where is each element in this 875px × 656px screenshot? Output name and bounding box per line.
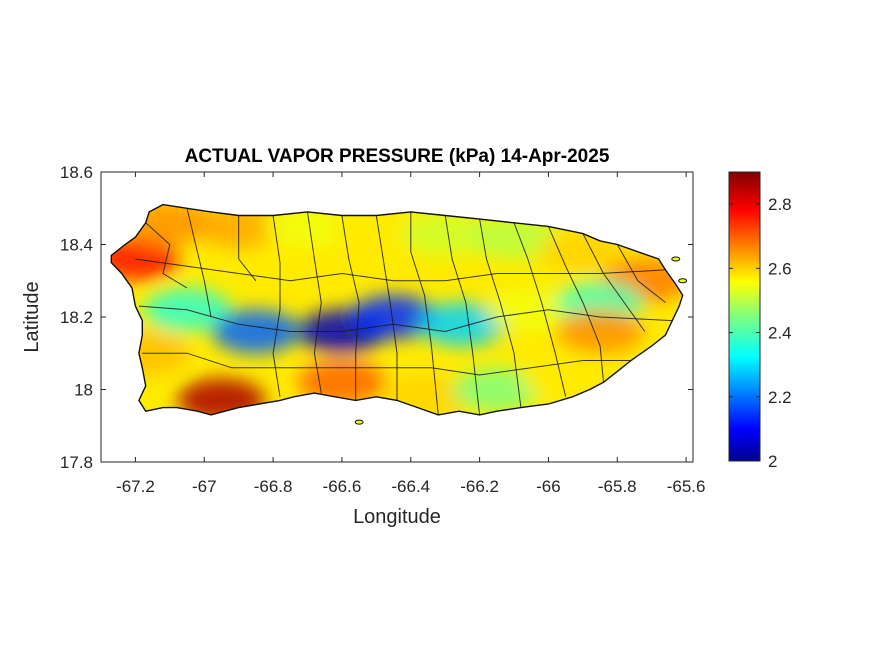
x-tick-label: -66.2	[460, 477, 499, 496]
municipality-boundary	[145, 222, 188, 289]
colorbar-tick-label: 2.4	[768, 324, 792, 343]
x-tick-label: -65.6	[667, 477, 706, 496]
vapor-pressure-cell	[418, 302, 507, 347]
municipality-boundary	[138, 305, 673, 333]
municipality-boundary	[616, 244, 666, 303]
vapor-pressure-cell	[487, 287, 576, 332]
municipality-boundary	[375, 215, 398, 401]
colorbar-tick-label: 2.2	[768, 388, 792, 407]
y-tick-label: 17.8	[60, 453, 93, 472]
x-tick-label: -67	[192, 477, 217, 496]
x-tick-label: -65.8	[598, 477, 637, 496]
municipality-boundary	[135, 258, 666, 282]
colorbar-ticks: 2 2.2 2.4 2.6 2.8	[729, 195, 792, 471]
x-tick-label: -66.4	[391, 477, 430, 496]
vapor-pressure-cell	[297, 360, 386, 405]
municipality-boundary	[142, 352, 631, 376]
colorbar: 2 2.2 2.4 2.6 2.8	[728, 171, 792, 471]
vapor-pressure-cell	[470, 215, 559, 260]
municipality-boundary	[410, 211, 439, 415]
vapor-pressure-cell	[263, 204, 352, 249]
x-axis-label: Longitude	[353, 506, 441, 528]
y-tick-label: 18	[74, 381, 93, 400]
municipality-boundary	[341, 215, 360, 401]
islet	[678, 278, 688, 284]
municipality-boundaries	[135, 208, 673, 415]
y-tick-label: 18.2	[60, 308, 93, 327]
y-axis-ticks: 17.8 18 18.2 18.4 18.6	[60, 163, 693, 472]
y-tick-label: 18.4	[60, 236, 93, 255]
municipality-boundary	[444, 215, 481, 415]
municipality-boundary	[307, 211, 322, 394]
x-tick-label: -66.8	[254, 477, 293, 496]
islet	[354, 419, 364, 425]
colorbar-tick-label: 2.6	[768, 259, 792, 278]
islet	[671, 256, 681, 262]
municipality-boundary	[582, 233, 646, 332]
y-axis-label: Latitude	[21, 281, 43, 352]
municipality-boundary	[238, 215, 257, 282]
vapor-pressure-cell	[349, 295, 438, 339]
colorbar-gradient	[728, 171, 761, 462]
municipality-boundary	[547, 226, 604, 383]
x-tick-label: -66.6	[323, 477, 362, 496]
x-tick-label: -67.2	[116, 477, 155, 496]
vapor-pressure-cell	[452, 367, 541, 412]
coastline	[110, 203, 684, 416]
municipality-boundary	[513, 222, 567, 397]
municipality-boundary	[479, 219, 522, 408]
colorbar-tick-label: 2.8	[768, 195, 792, 214]
vapor-pressure-cell	[401, 211, 490, 256]
x-axis-ticks: -67.2 -67 -66.8 -66.6 -66.4 -66.2 -66 -65.8 -65.…	[116, 172, 705, 496]
colorbar-tick-label: 2	[768, 452, 777, 471]
vapor-pressure-cell	[556, 309, 645, 354]
municipality-boundary	[186, 208, 212, 318]
x-tick-label: -66	[536, 477, 561, 496]
y-tick-label: 18.6	[60, 163, 93, 182]
chart-title: ACTUAL VAPOR PRESSURE (kPa) 14-Apr-2025	[185, 146, 610, 167]
vapor-pressure-cell	[332, 208, 421, 252]
